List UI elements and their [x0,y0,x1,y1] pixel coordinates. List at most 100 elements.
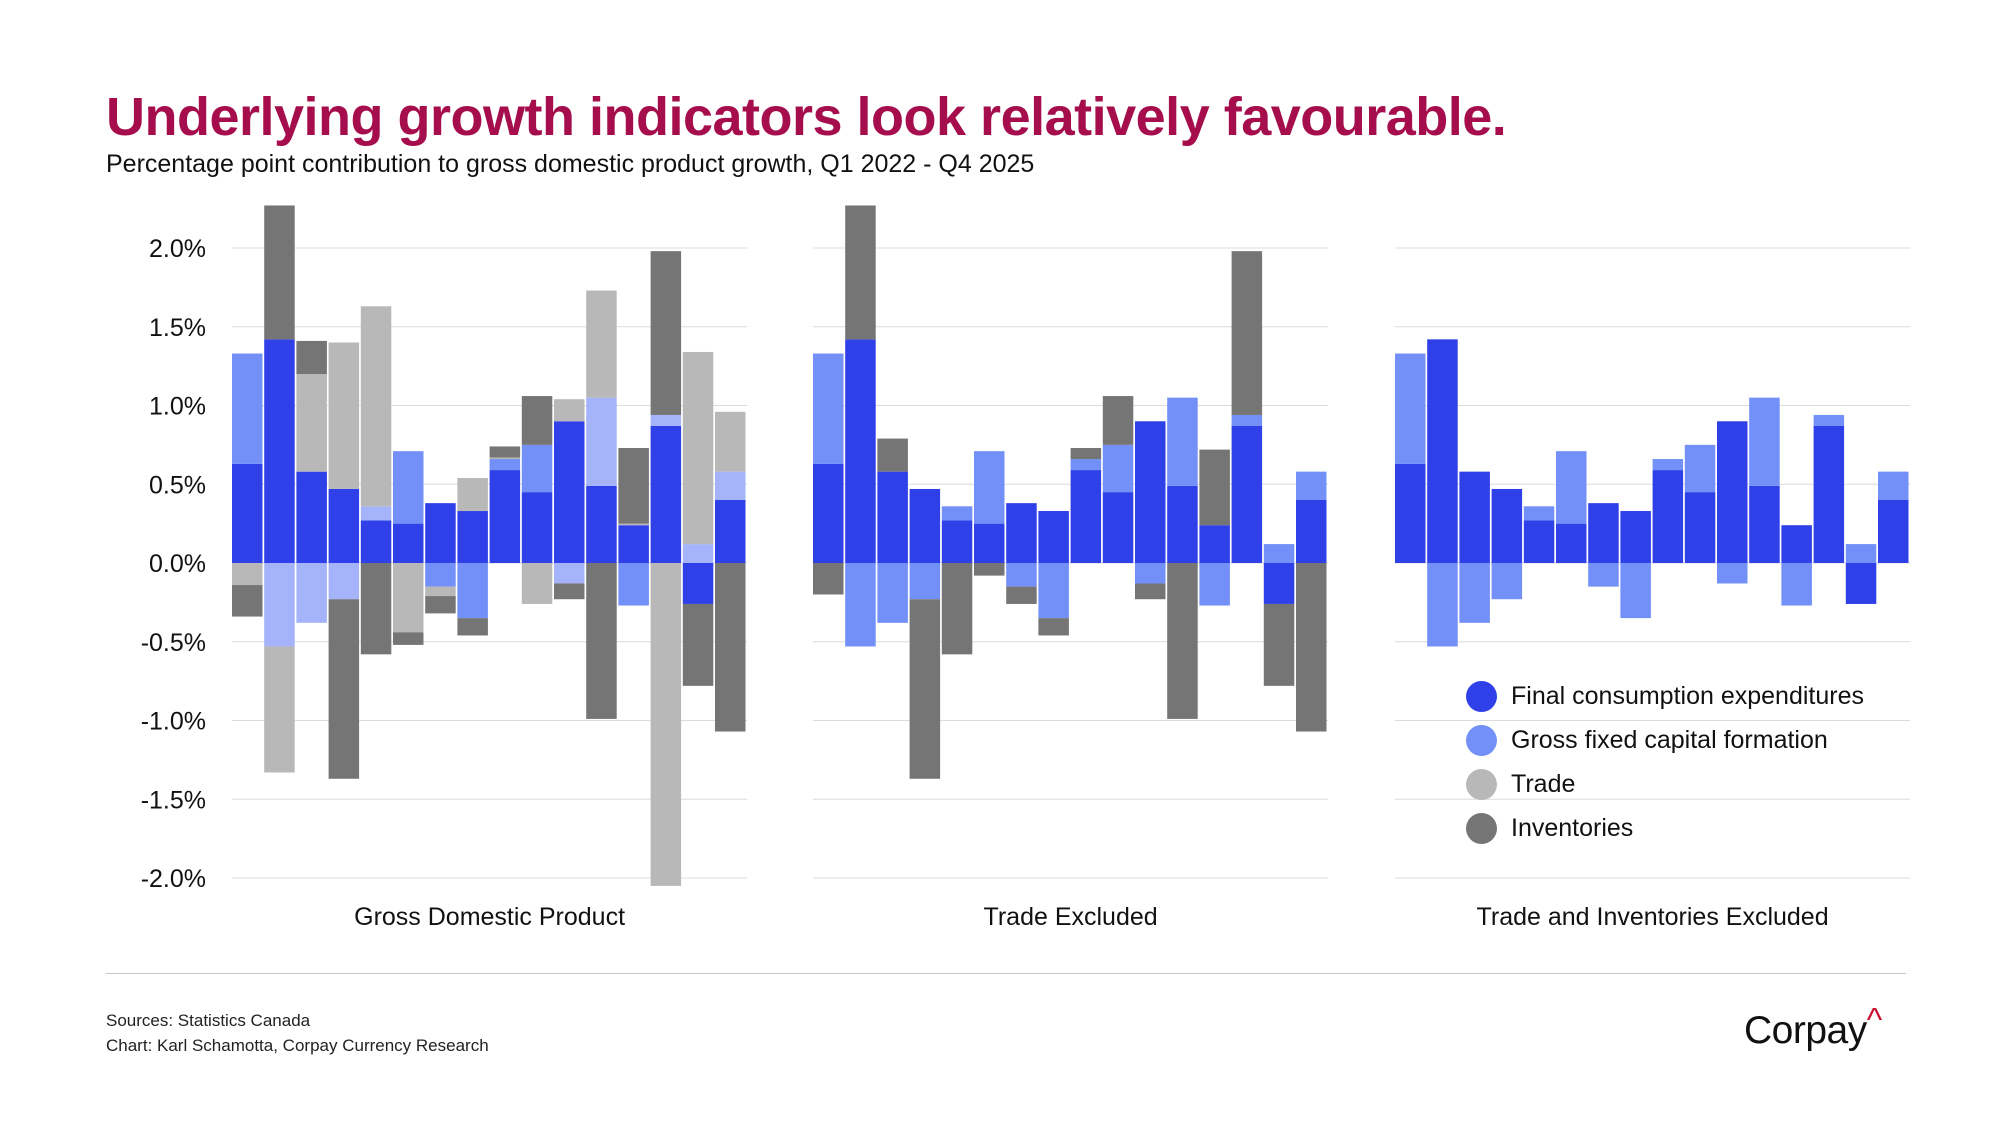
bar-segment [618,563,649,606]
bar-segment [296,340,327,374]
bar-segment [425,563,456,587]
bar-segment [1006,503,1037,563]
bar-segment [521,396,553,445]
bar-segment [1070,459,1102,471]
bar-segment [489,446,521,458]
bar-segment [650,425,682,563]
bar-segment [1491,488,1523,563]
legend-swatch-gross-fixed-capital [1466,724,1497,756]
bar-segment [586,563,617,719]
bar-segment [618,448,649,524]
bar-segment [1231,251,1263,415]
bar-segment [1263,544,1295,563]
chart-credit: Chart: Karl Schamotta, Corpay Currency R… [106,1036,489,1055]
panel-label: Trade and Inventories Excluded [1477,903,1829,931]
bar-segment [813,563,844,595]
bar-segment [1102,396,1134,445]
bar-segment [425,596,456,614]
logo-text: Corpay [1744,1009,1867,1052]
bar-segment [489,459,521,471]
bar-segment [1167,397,1198,486]
bar-segment [328,599,360,779]
bar-segment [618,523,649,526]
bar-segment [425,503,456,563]
bar-segment [1135,583,1166,600]
panel-label: Gross Domestic Product [354,903,625,931]
bar-segment [554,399,585,422]
bar-segment [393,451,424,524]
bar-segment [360,520,392,563]
legend-item-final-consumption: Final consumption expenditures [1466,674,1864,718]
bar-segment [1006,563,1037,587]
bar-segment [586,397,617,486]
bar-segment [1135,421,1166,563]
legend-item-inventories: Inventories [1466,806,1864,850]
bar-segment [1652,470,1684,563]
bar-segment [974,563,1005,576]
bar-segment [1684,492,1716,563]
bar-segment [1749,397,1780,486]
y-tick-label: 1.0% [149,393,206,421]
bar-segment [682,351,714,545]
bar-segment [586,485,617,563]
bar-segment [1781,525,1812,563]
bar-segment [1523,520,1555,563]
corpay-logo: Corpay^ [1744,1001,1882,1053]
bar-segment [682,603,714,686]
bar-segment [521,492,553,563]
bar-segment [1491,563,1523,600]
bar-segment [328,488,360,563]
bar-segment [1263,603,1295,686]
bar-segment [1845,563,1877,604]
bar-segment [715,563,746,732]
bar-segment [457,477,488,512]
legend-label-inventories: Inventories [1511,813,1634,842]
source-note: Sources: Statistics Canada [106,1011,311,1030]
legend-label-trade: Trade [1511,769,1576,798]
y-tick-label: 2.0% [149,235,206,263]
panel-label: Trade Excluded [984,903,1158,931]
bar-segment [845,339,876,563]
bar-segment [1684,444,1716,493]
y-tick-label: 0.0% [149,550,206,578]
bar-segment [586,290,617,398]
bar-segment [457,618,488,636]
bar-segment [489,457,521,460]
bar-segment [232,353,263,464]
bar-segment [457,511,488,563]
bar-segment [715,500,746,563]
bar-segment [1588,563,1619,587]
bar-segment [360,563,392,655]
bar-segment [554,421,585,563]
bar-segment [1427,339,1458,563]
bar-segment [1263,563,1295,604]
bar-segment [715,471,746,500]
bar-segment [296,471,327,563]
y-tick-label: 0.5% [149,471,206,499]
bar-segment [1038,563,1069,619]
bar-segment [328,563,360,600]
bar-segment [1845,544,1877,563]
bar-segment [1070,448,1102,460]
bar-segment [877,438,908,472]
bar-segment [941,563,973,655]
bar-segment [393,523,424,563]
bar-segment [1102,444,1134,493]
bar-segment [845,205,876,340]
bar-segment [393,563,424,633]
bar-segment [1523,506,1555,521]
bar-segment [232,563,263,586]
chart-subtitle: Percentage point contribution to gross d… [106,150,1035,178]
bar-segment [1038,618,1069,636]
bar-segment [1296,563,1327,732]
bar-segment [264,646,295,773]
bar-segment [1459,471,1490,563]
bar-segment [618,525,649,563]
bar-segment [682,563,714,604]
bar-segment [1395,353,1426,464]
logo-caret-icon: ^ [1866,1001,1883,1038]
bar-segment [1167,563,1198,719]
bar-segment [1749,485,1780,563]
bar-segment [1102,492,1134,563]
bar-segment [1878,471,1909,500]
